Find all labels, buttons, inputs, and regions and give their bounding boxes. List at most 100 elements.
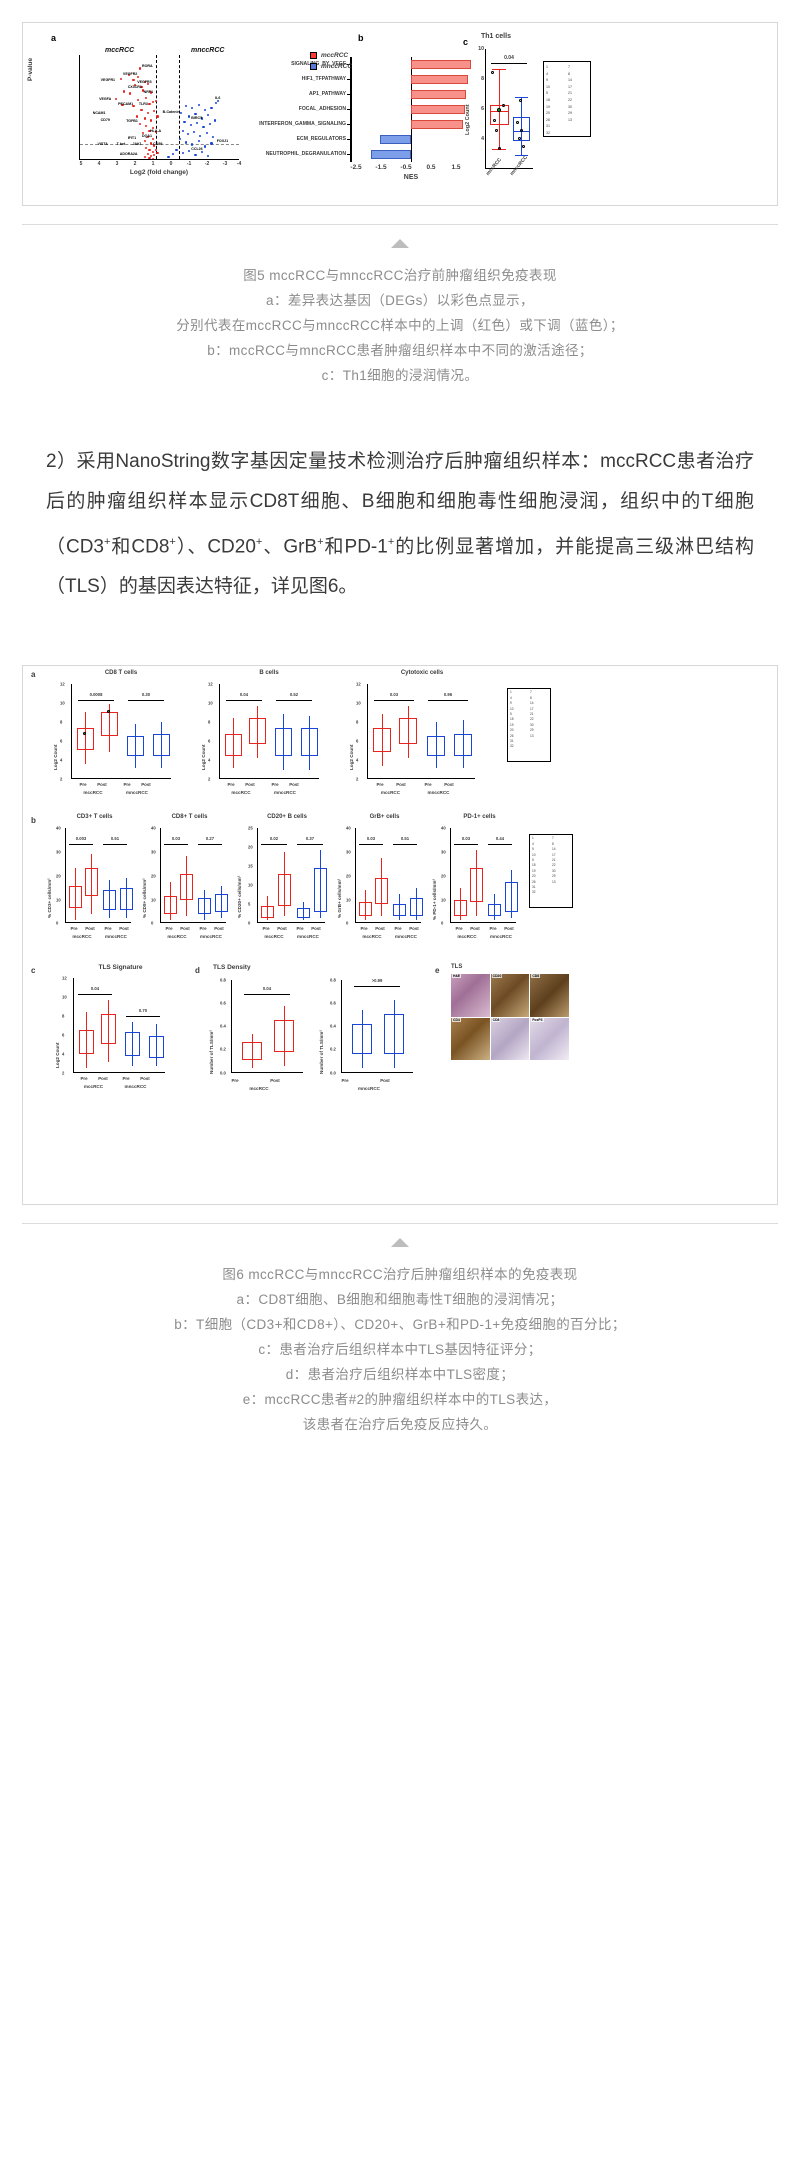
- pvalue-cytotoxic-1: 0.03: [389, 692, 399, 698]
- th1-significance-bar: [491, 63, 527, 64]
- pvalue-grb-2: 0.51: [400, 836, 410, 842]
- gsea-bar-6: [371, 150, 411, 159]
- gsea-legend-item-mnccrcc: mnccRCC: [310, 62, 352, 71]
- subplot-ylabel-pd1: % PD-1+ cells/mm²: [432, 879, 437, 921]
- gsea-cat-0: SIGNALING_BY_VEGF: [291, 61, 346, 67]
- th1-plot-area: 10 8 6 4 0.04: [478, 46, 533, 169]
- gsea-legend: mccRCC mnccRCC: [310, 51, 352, 73]
- volcano-threshold-line-left: [156, 55, 158, 159]
- article-page: a P-value 0.000001 0.00001 0.0001 0.001 …: [22, 22, 778, 1437]
- figure5-caption-line-3: b：mccRCC与mncRCC患者肿瘤组织样本中不同的激活途径；: [207, 343, 593, 358]
- figure6-a-subplot-bcells: B cells Log2 Count 12 10 8 6 4 2 0.04 0.…: [199, 670, 339, 800]
- symbol-legend-col-2: 7 8 14 17 21 22 30 29 13: [568, 65, 572, 122]
- gene-label-vegfa: VEGFA: [99, 96, 112, 101]
- subplot-ylabel-grb: % GrB+ cells/mm²: [337, 879, 342, 919]
- gsea-cat-5: ECM_REGULATORS: [296, 136, 346, 142]
- figure6-b-subplot-cd8: CD8+ T cells % CD8+ cells/mm² 40 30 20 1…: [142, 814, 237, 952]
- pvalue-tls-sig-2: 0.70: [138, 1008, 148, 1014]
- volcano-threshold-line-right: [178, 55, 180, 159]
- th1-title: Th1 cells: [481, 33, 511, 40]
- gsea-category-axis: [347, 57, 352, 162]
- volcano-plot-area: 0.000001 0.00001 0.0001 0.001 0.01 0.1 1: [79, 55, 239, 160]
- gene-label-nrp1: NRP1: [143, 90, 154, 95]
- pvalue-tls-density-left: 0.04: [262, 986, 272, 992]
- subplot-axis-cytotoxic: 12 10 8 6 4 2 0.03 0.96: [356, 682, 475, 782]
- gene-label-vegfr1: VEGFR1: [100, 77, 116, 82]
- volcano-group-left: mccRCC: [105, 47, 135, 54]
- pvalue-bcells-2: 0.52: [289, 692, 299, 698]
- figure6-b-subplot-grb: GrB+ cells % GrB+ cells/mm² 40 30 20 10 …: [337, 814, 432, 952]
- figure6-panel-d-tls-density-left: TLS Density Number of TLS/mm² 0.8 0.6 0.…: [209, 964, 317, 1104]
- ihc-cell-foxp3: FoxP3: [530, 1017, 569, 1061]
- figure6-panel-letter-b: b: [31, 816, 36, 826]
- volcano-x-ticks: 5 4 3 2 1 0 -1 -2 -3 -4: [79, 161, 242, 167]
- figure6-caption-line-6: 该患者在治疗后免疫反应持久。: [302, 1417, 498, 1433]
- gene-label-cd79: CD79: [100, 118, 110, 123]
- ihc-cell-cd20: CD20: [490, 974, 530, 1017]
- gsea-legend-item-mccrcc: mccRCC: [310, 51, 352, 60]
- gene-label-cd59: CD59: [153, 142, 163, 147]
- th1-box-mccrcc: [490, 105, 509, 125]
- gene-label-adora2a: ADORA2A: [119, 151, 138, 156]
- figure5-caption-line-0: 图5 mccRCC与mnccRCC治疗前肿瘤组织免疫表现: [243, 268, 557, 283]
- subplot-ylabel-cd8: % CD8+ cells/mm²: [142, 878, 147, 919]
- symbol-legend-col-1: 1 4 9 10 5 18 19 20 26 31 32: [546, 65, 550, 135]
- gene-label-tgfb1: TGFB1: [126, 119, 138, 124]
- gene-label-vegfr3: VEGFR3: [137, 79, 152, 84]
- ihc-cell-cd8-top: CD8: [530, 974, 569, 1017]
- figure6-panel-letter-c: c: [31, 966, 36, 976]
- figure5-caption: 图5 mccRCC与mnccRCC治疗前肿瘤组织免疫表现 a：差异表达基因（DE…: [40, 263, 760, 388]
- subplot-ylabel-cd20: % CD20+ cells/mm²: [237, 876, 242, 919]
- gene-label-rora: RORA: [142, 64, 153, 69]
- pvalue-grb-1: 0.03: [366, 836, 376, 842]
- subplot-ylabel-cd3: % CD3+ cells/mm²: [47, 878, 52, 919]
- pvalue-tls-sig-1: 0.04: [90, 986, 100, 992]
- figure6-caption-line-1: a：CD8T细胞、B细胞和细胞毒性T细胞的浸润情况；: [236, 1292, 564, 1308]
- figure6-panel-e-tls-images: TLS H&E CD20 CD8 CD4 CD8 FoxP3: [451, 964, 571, 1094]
- volcano-x-axis-label: Log2 (fold change): [129, 169, 189, 176]
- gsea-bar-5: [380, 135, 411, 144]
- gsea-bar-0: [411, 60, 471, 69]
- gsea-cat-3: FOCAL_ADHESION: [298, 106, 346, 112]
- ihc-cell-cd8-bottom: CD8: [490, 1017, 530, 1061]
- gsea-bar-2: [411, 90, 466, 99]
- pvalue-cd20-2: 0.37: [305, 836, 315, 842]
- ihc-cell-cd4: CD4: [451, 1017, 490, 1061]
- gene-label-vista: VISTA: [97, 142, 108, 147]
- ihc-image-grid: H&E CD20 CD8 CD4 CD8 FoxP3: [451, 974, 569, 1061]
- gsea-x-axis-label: NES: [403, 174, 419, 181]
- gene-label-pecam1: PECAM1: [118, 101, 134, 106]
- figure5-panel-b: b SIGNALING_BY_VEGF HIF1_TFPATHWAY AP1_P…: [228, 33, 488, 193]
- pvalue-cd3-2: 0.51: [110, 836, 120, 842]
- pvalue-bcells-1: 0.04: [239, 692, 249, 698]
- gene-label-foxj1: FOXJ1: [216, 139, 229, 144]
- figure6-a-subplot-cytotoxic: Cytotoxic cells Log2 Count 12 10 8 6 4 2…: [347, 670, 497, 800]
- tls-density-title: TLS Density: [213, 964, 251, 972]
- figure6-caption-line-3: c：患者治疗后组织样本中TLS基因特征评分；: [258, 1342, 542, 1358]
- figure5-divider: [22, 224, 778, 225]
- figure5-panel-a: a P-value 0.000001 0.00001 0.0001 0.001 …: [27, 33, 263, 193]
- gsea-bars-area: [350, 57, 472, 162]
- subplot-title-cd20: CD20+ B cells: [267, 814, 307, 821]
- subplot-axis-cd8t: 12 10 8 6 4 2 0.0008 0.30: [60, 682, 171, 782]
- subplot-title-cd8t: CD8 T cells: [104, 670, 138, 677]
- subplot-ylabel-cd8t: Log2 Count: [53, 744, 58, 771]
- subplot-ylabel-cytotoxic: Log2 Count: [349, 744, 354, 771]
- figure-5-image: a P-value 0.000001 0.00001 0.0001 0.001 …: [22, 22, 778, 206]
- gene-label-ifit1: IFIT1: [127, 136, 137, 141]
- subplot-title-cd3: CD3+ T cells: [76, 814, 113, 821]
- subplot-title-cd8: CD8+ T cells: [171, 814, 208, 821]
- th1-box-mnccrcc: [513, 117, 530, 141]
- figure6-caption: 图6 mccRCC与mnccRCC治疗后肿瘤组织样本的免疫表现 a：CD8T细胞…: [40, 1262, 760, 1437]
- gene-label-tlr3: TLR3: [138, 101, 148, 106]
- pvalue-pd1-1: 0.03: [461, 836, 471, 842]
- th1-symbol-legend: 1 4 9 10 5 18 19 20 26 31 32 7 8 14 17: [543, 61, 591, 137]
- figure6-caption-line-4: d：患者治疗后组织样本中TLS密度；: [285, 1367, 515, 1383]
- gene-label-ccl26: CCL26: [191, 146, 203, 151]
- panel-letter-b: b: [358, 33, 364, 43]
- pvalue-pd1-2: 0.44: [495, 836, 505, 842]
- gene-label-jak1: JAK1: [132, 142, 142, 147]
- legend-swatch-mccrcc: [310, 52, 317, 59]
- figure6-a-subplot-cd8t: CD8 T cells Log2 Count 12 10 8 6 4 2 0.0…: [51, 670, 191, 800]
